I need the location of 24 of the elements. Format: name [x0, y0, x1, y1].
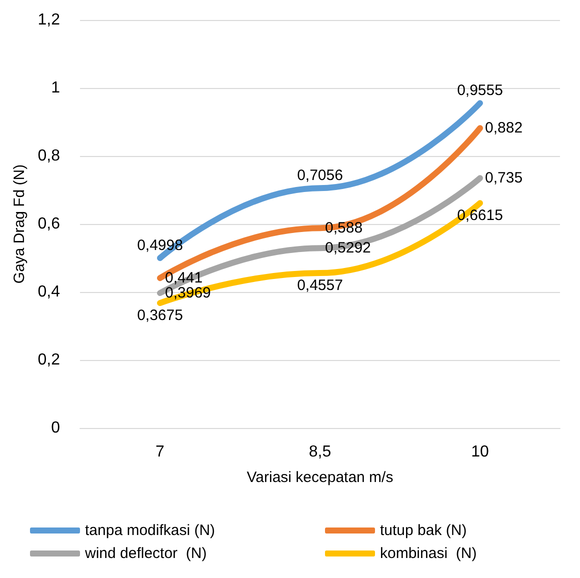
- data-label: 0,9555: [457, 82, 503, 100]
- x-tick-label: 7: [156, 444, 165, 460]
- data-label: 0,3675: [137, 307, 183, 324]
- y-tick-label: 0,2: [38, 352, 60, 368]
- y-axis-title: Gaya Drag Fd (N): [10, 164, 28, 284]
- y-tick-label: 1,2: [38, 12, 60, 28]
- x-tick-label: 8,5: [308, 444, 332, 460]
- y-tick-label: 0,6: [38, 216, 60, 232]
- data-label: 0,5292: [325, 240, 371, 257]
- legend-label: tanpa modifkasi (N): [85, 522, 216, 539]
- data-label: 0,441: [165, 270, 203, 287]
- legend-label: wind deflector (N): [84, 545, 207, 562]
- data-label: 0,735: [485, 170, 523, 187]
- y-tick-label: 1: [51, 80, 60, 96]
- data-label: 0,7056: [297, 167, 343, 184]
- x-tick-label: 10: [471, 444, 489, 460]
- data-label: 0,882: [485, 120, 523, 137]
- legend-label: kombinasi (N): [380, 545, 477, 562]
- y-tick-label: 0: [51, 420, 60, 436]
- data-label: 0,4557: [297, 277, 343, 294]
- x-axis-title: Variasi kecepatan m/s: [246, 469, 394, 486]
- legend-label: tutup bak (N): [380, 522, 467, 539]
- y-tick-label: 0,8: [38, 148, 60, 164]
- y-tick-label: 0,4: [38, 284, 60, 300]
